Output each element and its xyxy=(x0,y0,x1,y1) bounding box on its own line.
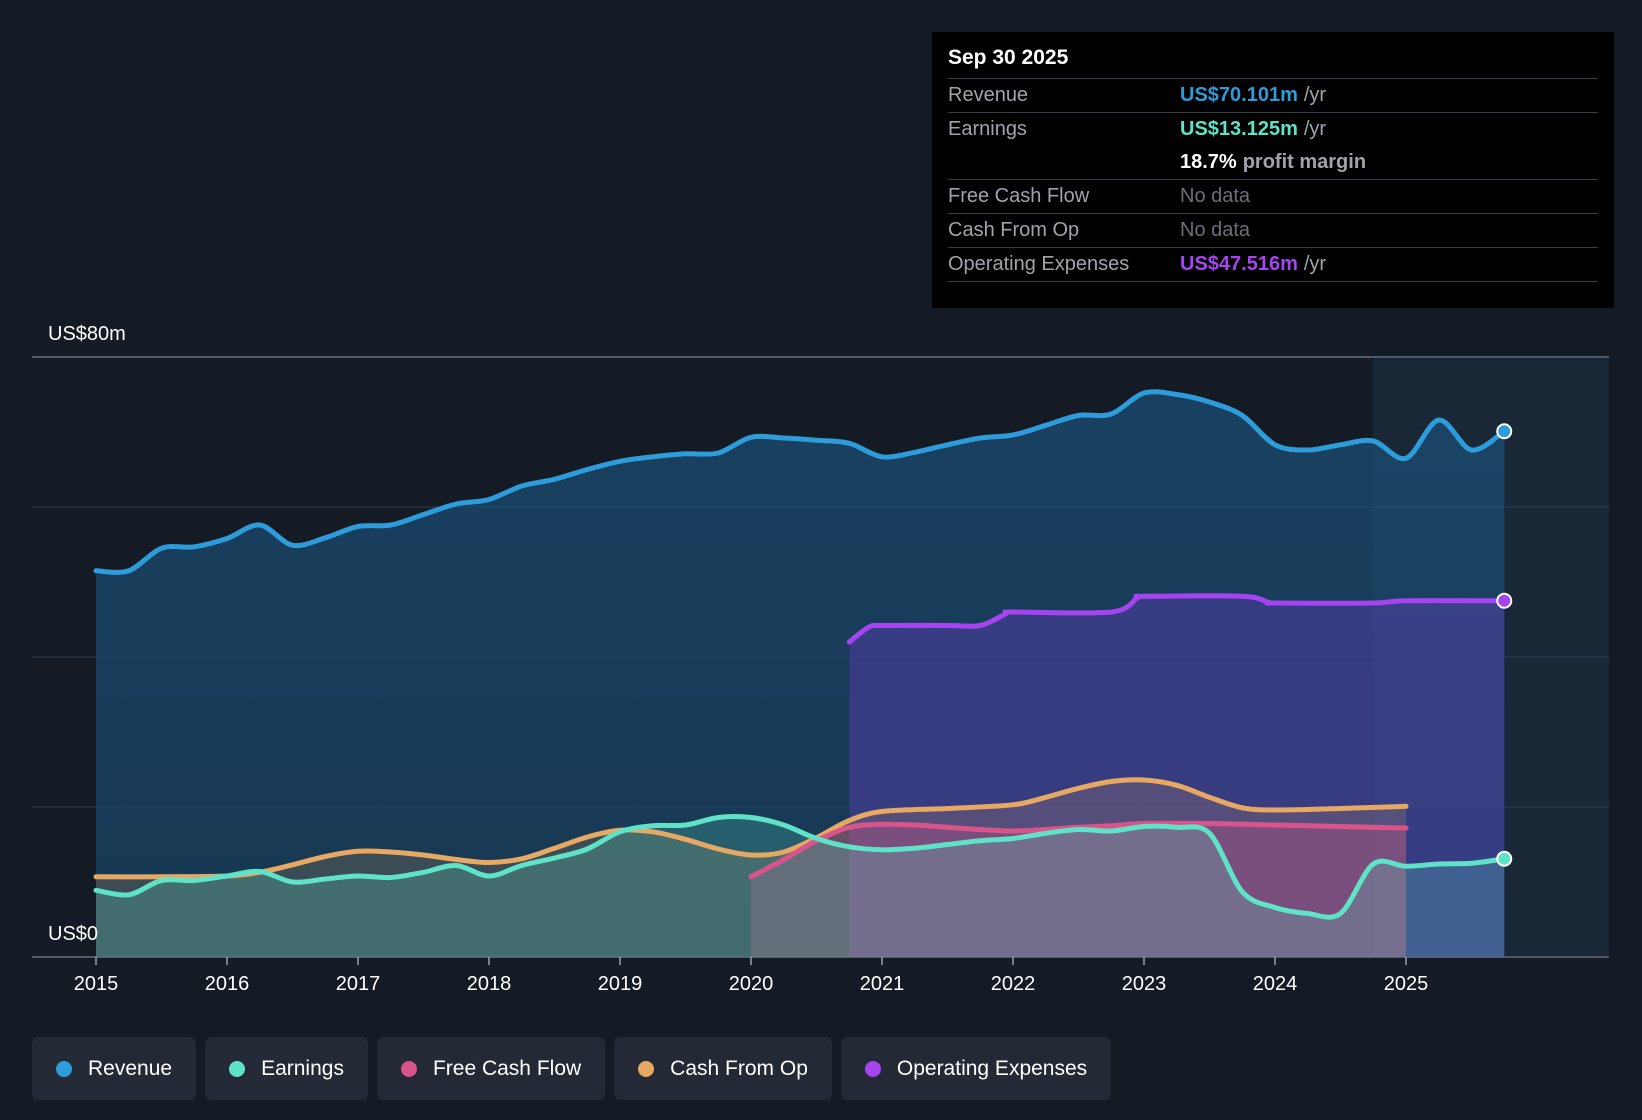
operating-expenses-end-point xyxy=(1496,592,1513,609)
x-tick-label: 2025 xyxy=(1384,973,1429,995)
cash-from-op-line xyxy=(93,777,1409,880)
revenue-end-point xyxy=(1496,423,1513,440)
x-tick-label: 2021 xyxy=(860,973,905,995)
x-tick-label: 2016 xyxy=(205,973,250,995)
revenue-area xyxy=(96,391,1505,957)
operating-expenses-area xyxy=(849,595,1505,957)
tooltip-opex-value: US$47.516m xyxy=(1180,253,1298,275)
series-lines xyxy=(93,389,1507,920)
y-axis-bottom-label: US$0 xyxy=(48,923,98,945)
x-tick-label: 2015 xyxy=(74,973,119,995)
legend-item-free-cash-flow[interactable]: Free Cash Flow xyxy=(376,1037,606,1100)
legend-label: Free Cash Flow xyxy=(432,1056,582,1080)
tooltip-fcf-value: No data xyxy=(1180,185,1251,207)
chart-area: US$80m US$0 2015 2016 2017 2018 2019 2020 2021… xyxy=(32,323,1609,995)
legend-item-operating-expenses[interactable]: Operating Expenses xyxy=(840,1037,1112,1100)
x-axis-ticks: 2015 2016 2017 2018 2019 2020 2021 2022 2023 2024… xyxy=(74,957,1429,995)
legend-item-cash-from-op[interactable]: Cash From Op xyxy=(614,1037,832,1100)
x-tick-label: 2017 xyxy=(336,973,381,995)
legend-item-earnings[interactable]: Earnings xyxy=(205,1037,368,1100)
tooltip-earnings-unit: /yr xyxy=(1303,118,1327,140)
tooltip-row-fcf: Free Cash Flow No data xyxy=(948,179,1598,213)
series-end-markers xyxy=(1496,423,1513,867)
free-cash-flow-line xyxy=(748,820,1409,880)
tooltip-cfo-value: No data xyxy=(1180,219,1251,241)
earnings-end-point xyxy=(1496,850,1513,867)
legend-item-revenue[interactable]: Revenue xyxy=(32,1037,197,1100)
tooltip-opex-label: Operating Expenses xyxy=(948,253,1130,275)
tooltip-revenue-value: US$70.101m xyxy=(1180,84,1298,106)
legend: Revenue Earnings Free Cash Flow Cash Fro… xyxy=(32,1037,1112,1100)
revenue-dot-icon xyxy=(56,1060,72,1077)
tooltip-margin-text: profit margin xyxy=(1242,151,1367,173)
legend-label: Operating Expenses xyxy=(896,1056,1088,1080)
tooltip-margin-value: 18.7% xyxy=(1180,151,1237,173)
legend-label: Cash From Op xyxy=(670,1056,808,1080)
tooltip-row-opex: Operating Expenses US$47.516m /yr xyxy=(948,247,1598,282)
tooltip-revenue-unit: /yr xyxy=(1303,84,1327,106)
tooltip-revenue-label: Revenue xyxy=(948,84,1029,106)
tooltip-earnings-label: Earnings xyxy=(948,118,1027,140)
tooltip-earnings-value: US$13.125m xyxy=(1180,118,1298,140)
y-axis-top-label: US$80m xyxy=(48,323,126,345)
tooltip-row-revenue: Revenue US$70.101m /yr xyxy=(948,78,1598,112)
tooltip-cfo-label: Cash From Op xyxy=(948,219,1080,241)
tooltip-panel: Sep 30 2025 Revenue US$70.101m /yr Earni… xyxy=(932,32,1614,308)
tooltip-opex-unit: /yr xyxy=(1303,253,1327,275)
x-tick-label: 2023 xyxy=(1122,973,1167,995)
free-cash-flow-area xyxy=(751,823,1406,957)
free-cash-flow-dot-icon xyxy=(400,1060,417,1077)
tooltip-row-cfo: Cash From Op No data xyxy=(948,213,1598,247)
tooltip-date: Sep 30 2025 xyxy=(948,46,1069,69)
tooltip-row-margin: 18.7% profit margin xyxy=(948,146,1598,179)
x-tick-label: 2022 xyxy=(991,973,1036,995)
earnings-area xyxy=(96,816,1505,957)
cash-from-op-area xyxy=(96,779,1406,957)
tooltip-row-earnings: Earnings US$13.125m /yr xyxy=(948,112,1598,146)
x-tick-label: 2019 xyxy=(598,973,643,995)
cash-from-op-dot-icon xyxy=(638,1060,655,1077)
earnings-dot-icon xyxy=(229,1060,246,1077)
tooltip-fcf-label: Free Cash Flow xyxy=(948,185,1090,207)
x-tick-label: 2020 xyxy=(729,973,774,995)
revenue-line xyxy=(93,389,1507,575)
legend-label: Revenue xyxy=(88,1056,173,1080)
x-tick-label: 2018 xyxy=(467,973,512,995)
legend-label: Earnings xyxy=(261,1056,344,1080)
earnings-line xyxy=(93,814,1507,920)
operating-expenses-line xyxy=(846,593,1507,645)
x-tick-label: 2024 xyxy=(1253,973,1298,995)
series-areas xyxy=(96,391,1505,957)
operating-expenses-dot-icon xyxy=(864,1060,881,1077)
